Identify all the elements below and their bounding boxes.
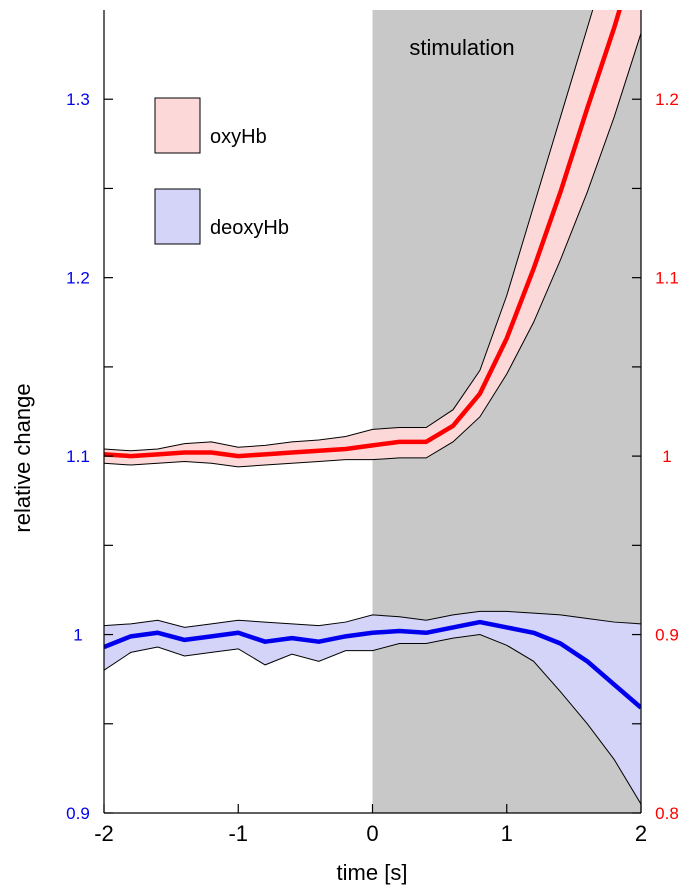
y-right-tick-label: 0.8 [655,804,679,823]
ticks: -2 -1 0 1 2 0.9 1 1.1 1.2 1.3 0.8 0.9 1 1.1 1.2 [66,90,679,846]
y-left-tick-label: 1.3 [66,90,90,109]
line-deoxyHb [104,619,641,710]
y-left-tick-label: 0.9 [66,804,90,823]
y-right-tick-label: 1.1 [655,269,679,288]
y-left-tick-label: 1.1 [66,447,90,466]
x-tick-label: 0 [366,821,378,846]
legend-swatch-oxyHb [154,97,201,154]
lower-bound-oxyHb [104,33,641,468]
x-tick-label: -2 [94,821,114,846]
upper-bound-oxyHb [104,10,594,452]
y-axis-label: relative change [10,383,35,532]
legend-label-oxyHb: oxyHb [210,126,267,148]
legend-label-deoxyHb: deoxyHb [210,217,289,239]
x-tick-label: 2 [635,821,647,846]
x-tick-label: 1 [501,821,513,846]
y-right-tick-label: 1.2 [655,90,679,109]
y-left-tick-label: 1.2 [66,269,90,288]
stimulation-label: stimulation [409,35,514,60]
series-lines [104,10,641,710]
band-oxyHb [104,10,641,467]
legend-swatch-deoxyHb [154,188,201,245]
x-tick-label: -1 [228,821,248,846]
y-left-tick-label: 1 [73,626,82,645]
lower-bound-deoxyHb [104,634,641,805]
x-axis-label: time [s] [337,860,408,885]
y-right-tick-label: 1 [662,447,671,466]
upper-bound-deoxyHb [104,610,641,628]
line-oxyHb [104,10,622,459]
legend: oxyHb deoxyHb [154,97,289,245]
y-right-tick-label: 0.9 [655,626,679,645]
